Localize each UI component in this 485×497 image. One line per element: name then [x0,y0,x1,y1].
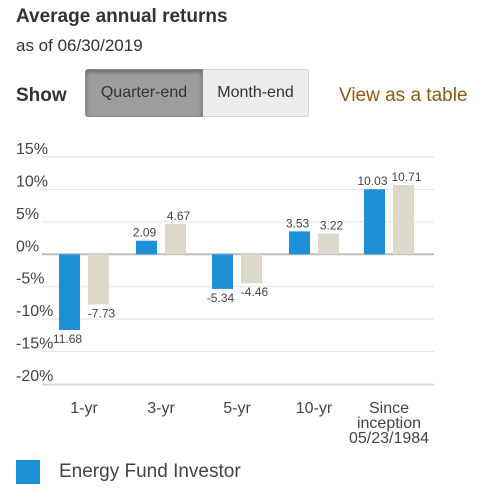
y-tick-label: 5% [16,206,39,223]
view-as-table-link[interactable]: View as a table [339,85,468,106]
fund-bar [289,231,310,255]
y-tick-label: 0% [16,238,39,255]
benchmark-bar [88,254,109,305]
y-tick-label: -10% [16,303,53,320]
category-label: inception [357,415,421,432]
month-end-button[interactable]: Month-end [203,69,309,117]
data-label: -5.34 [207,291,235,305]
fund-bar [136,240,157,255]
fund-bar [212,254,233,289]
legend: Energy Fund Investor [16,460,241,484]
category-label: 05/23/1984 [349,430,429,447]
benchmark-bar [241,254,262,284]
category-label: 1-yr [70,400,98,417]
benchmark-bar [318,233,339,255]
data-label: -4.46 [241,285,269,299]
y-tick-label: 10% [16,173,48,190]
category-label: 3-yr [147,400,175,417]
benchmark-bar [165,223,186,255]
data-label: -7.73 [88,306,116,320]
show-label: Show [16,85,67,106]
fund-bar [364,189,385,255]
data-label: 10.03 [357,174,387,188]
fund-bar [59,254,80,331]
data-label: 2.09 [133,226,157,240]
category-label: 5-yr [223,400,251,417]
data-label: 3.53 [286,216,310,230]
chart-title: Average annual returns [16,6,228,27]
legend-label: Energy Fund Investor [59,461,241,482]
legend-swatch-fund [16,460,40,484]
returns-chart: 15% 10% 5% 0% -5% -10% -15% -20% 11.68 2.09 -5.34 3… [16,141,434,447]
data-label: 10.71 [391,170,421,184]
category-label: Since [369,400,409,417]
y-tick-label: -5% [16,271,44,288]
benchmark-bar [393,184,414,255]
data-label: 11.68 [53,332,82,346]
category-label: 10-yr [296,400,333,417]
data-label: 4.67 [167,209,191,223]
y-tick-label: -15% [16,336,53,353]
data-label: 3.22 [320,218,344,232]
quarter-end-button[interactable]: Quarter-end [85,69,203,117]
y-tick-label: -20% [16,368,53,385]
chart-subtitle: as of 06/30/2019 [16,36,143,55]
y-tick-label: 15% [16,141,48,158]
